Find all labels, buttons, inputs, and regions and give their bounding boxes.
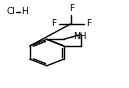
Text: H: H xyxy=(22,7,28,16)
Text: F: F xyxy=(87,19,92,28)
Text: Cl: Cl xyxy=(6,7,15,16)
Text: F: F xyxy=(51,19,56,28)
Text: NH: NH xyxy=(73,32,87,41)
Text: F: F xyxy=(69,4,74,13)
